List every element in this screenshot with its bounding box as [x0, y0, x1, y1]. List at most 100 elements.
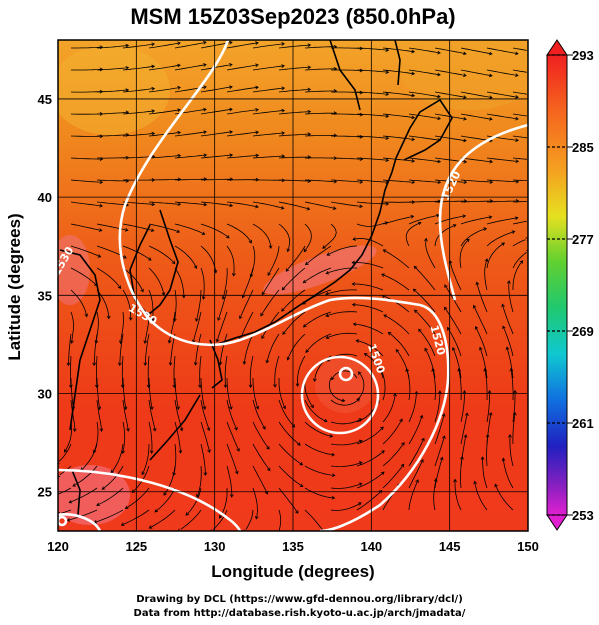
streamline — [70, 267, 98, 286]
streamline — [96, 111, 129, 115]
streamline — [408, 157, 441, 163]
streamline — [148, 155, 181, 159]
streamline — [304, 421, 333, 437]
streamline-arrowhead — [488, 412, 493, 416]
streamline-arrowhead — [383, 314, 388, 318]
streamline-arrowhead — [84, 313, 89, 318]
streamline — [71, 46, 103, 49]
streamline — [200, 131, 233, 137]
streamline — [512, 91, 527, 95]
streamline — [96, 89, 129, 93]
streamline-arrowhead — [123, 255, 127, 259]
streamline-arrowhead — [280, 206, 285, 210]
streamline-arrowhead — [297, 442, 301, 446]
streamline — [434, 91, 467, 98]
streamline-arrowhead — [415, 479, 419, 483]
streamline-arrowhead — [411, 158, 416, 163]
map-title: MSM 15Z03Sep2023 (850.0hPa) — [130, 4, 455, 29]
streamline — [356, 135, 389, 139]
streamline-arrowhead — [97, 406, 102, 411]
streamline-arrowhead — [177, 202, 182, 207]
streamline-arrowhead — [331, 495, 336, 500]
streamline-arrowhead — [203, 107, 207, 112]
streamline — [328, 377, 345, 402]
streamline — [408, 179, 441, 183]
streamline-arrowhead — [229, 494, 234, 498]
streamline — [304, 443, 335, 456]
streamline-arrowhead — [150, 228, 155, 232]
streamline — [331, 113, 363, 116]
streamline — [512, 113, 527, 117]
streamline-arrowhead — [221, 296, 226, 300]
streamline-arrowhead — [453, 478, 457, 483]
streamline-arrowhead — [501, 303, 505, 308]
streamline-arrowhead — [282, 331, 286, 335]
streamline — [434, 457, 443, 489]
streamline-arrowhead — [333, 133, 338, 138]
streamline — [200, 64, 233, 71]
streamline — [508, 280, 514, 313]
streamline-arrowhead — [489, 159, 494, 164]
streamline-arrowhead — [399, 418, 403, 423]
streamline-arrowhead — [325, 335, 330, 339]
streamline — [96, 45, 129, 49]
streamline-arrowhead — [310, 404, 314, 409]
streamline — [278, 111, 311, 115]
streamline — [122, 289, 132, 320]
streamline — [304, 399, 328, 422]
streamline-arrowhead — [149, 450, 154, 454]
streamline-arrowhead — [382, 249, 387, 253]
streamline-arrowhead — [231, 273, 236, 277]
streamline — [432, 368, 436, 401]
streamline — [148, 421, 153, 454]
streamline-arrowhead — [70, 340, 74, 344]
streamline — [414, 266, 436, 291]
streamline — [413, 288, 436, 313]
streamline — [185, 487, 202, 516]
streamline — [424, 348, 436, 379]
streamline-arrowhead — [226, 234, 230, 239]
streamline-arrowhead — [443, 306, 448, 311]
streamline-arrowhead — [431, 368, 435, 372]
colorbar-tick-label: 253 — [572, 508, 594, 523]
streamline — [408, 135, 441, 141]
streamline-arrowhead — [411, 71, 416, 76]
streamline-arrowhead — [124, 228, 129, 232]
streamline-arrowhead — [423, 237, 428, 242]
streamline-arrowhead — [262, 426, 266, 430]
streamline-arrowhead — [439, 456, 444, 461]
streamline-arrowhead — [141, 471, 145, 476]
streamline — [148, 64, 181, 71]
streamline — [278, 399, 295, 428]
streamline-arrowhead — [248, 384, 253, 389]
streamline — [364, 353, 384, 379]
streamline — [494, 484, 514, 511]
streamline — [452, 347, 462, 379]
streamline — [64, 421, 73, 453]
streamline — [356, 91, 389, 95]
streamline-arrowhead — [463, 138, 467, 143]
streamline — [252, 443, 271, 471]
streamline — [486, 91, 519, 98]
streamline-arrowhead — [331, 376, 335, 381]
streamline-arrowhead — [381, 450, 385, 454]
streamline — [356, 47, 389, 51]
streamline-arrowhead — [441, 413, 446, 417]
streamline-arrowhead — [355, 339, 360, 343]
streamline-arrowhead — [68, 499, 73, 504]
streamline-arrowhead — [235, 470, 239, 475]
streamline-arrowhead — [312, 378, 317, 383]
streamline-arrowhead — [254, 515, 259, 520]
streamline-arrowhead — [385, 92, 390, 96]
streamline — [454, 479, 462, 511]
streamline-arrowhead — [281, 64, 285, 69]
streamline — [122, 88, 155, 93]
streamline-arrowhead — [215, 338, 220, 343]
streamline-arrowhead — [163, 492, 167, 496]
streamline — [200, 399, 210, 431]
streamline-arrowhead — [203, 63, 207, 67]
streamline — [96, 267, 122, 289]
streamline — [122, 110, 155, 115]
streamline-arrowhead — [460, 455, 464, 460]
streamline-arrowhead — [385, 136, 390, 140]
